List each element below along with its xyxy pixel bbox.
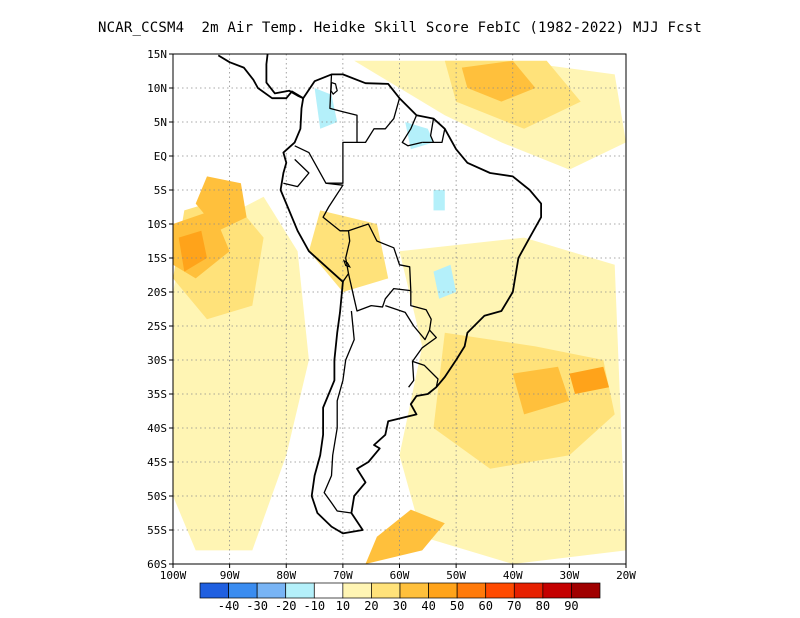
lat-tick-label: 25S [147, 320, 167, 333]
colorbar-label: 50 [450, 599, 464, 613]
lon-tick-label: 60W [390, 569, 410, 582]
country-border [348, 223, 412, 291]
colorbar-swatch [256, 582, 287, 599]
lat-tick-label: 40S [147, 422, 167, 435]
colorbar-swatch [428, 582, 458, 599]
skill-region [569, 366, 609, 394]
colorbar-label: 20 [364, 599, 378, 613]
colorbar-swatch [513, 582, 544, 599]
lon-tick-label: 20W [616, 569, 636, 582]
country-border [429, 118, 435, 143]
country-border [294, 74, 358, 184]
lat-tick-label: 35S [147, 388, 167, 401]
lat-tick-label: 45S [147, 456, 167, 469]
lon-tick-label: 90W [220, 569, 240, 582]
colorbar-label: -10 [303, 599, 325, 613]
lat-tick-label: 5S [154, 184, 167, 197]
skill-region [365, 509, 445, 564]
colorbar-swatch [456, 582, 487, 599]
lon-tick-label: 80W [276, 569, 296, 582]
lon-tick-label: 100W [160, 569, 187, 582]
chart-title: NCAR_CCSM4 2m Air Temp. Heidke Skill Sco… [97, 20, 702, 36]
lat-tick-label: 30S [147, 354, 167, 367]
colorbar-swatch [313, 582, 344, 599]
colorbar-label: 40 [421, 599, 435, 613]
colorbar-label: -20 [275, 599, 297, 613]
skill-region [195, 176, 247, 231]
colorbar: -40 -30 -20 -10 10 20 30 40 50 60 70 80 90 [199, 582, 601, 613]
coastlines-and-borders [217, 54, 542, 535]
country-border [283, 158, 310, 188]
colorbar-swatch [228, 582, 258, 599]
colorbar-label: 30 [393, 599, 407, 613]
colorbar-label: 10 [336, 599, 350, 613]
lat-tick-label: 60S [147, 558, 167, 571]
lat-tick-label: EQ [154, 150, 167, 163]
lat-tick-label: 15S [147, 252, 167, 265]
colorbar-swatch [285, 582, 315, 599]
colorbar-label: -40 [218, 599, 240, 613]
caribbean-coastline [265, 54, 304, 100]
lat-tick-label: 50S [147, 490, 167, 503]
country-border [422, 128, 446, 144]
lat-tick-label: 10N [147, 82, 167, 95]
lat-tick-label: 10S [147, 218, 167, 231]
lon-tick-label: 50W [446, 569, 466, 582]
lon-tick-label: 40W [503, 569, 523, 582]
country-border [323, 310, 355, 514]
country-border [347, 273, 411, 312]
lat-tick-label: 15N [147, 48, 167, 61]
country-border [401, 114, 423, 147]
lake-outline [342, 259, 351, 268]
country-border [408, 329, 437, 388]
colorbar-swatch [199, 582, 229, 599]
colorbar-swatch [371, 582, 401, 599]
lat-tick-label: 55S [147, 524, 167, 537]
colorbar-label: 70 [507, 599, 521, 613]
lat-tick-label: 20S [147, 286, 167, 299]
colorbar-swatch [342, 582, 372, 599]
negative-skill-region [433, 190, 445, 211]
colorbar-swatch [571, 582, 601, 599]
central-america-coastline [217, 54, 304, 100]
map-gridlines [173, 54, 626, 564]
skill-region [178, 230, 207, 272]
lat-tick-label: 5N [154, 116, 167, 129]
colorbar-swatch [399, 582, 429, 599]
lon-tick-label: 70W [333, 569, 353, 582]
lake-outline [330, 81, 338, 95]
colorbar-swatch [485, 582, 515, 599]
colorbar-label: 80 [536, 599, 550, 613]
negative-skill-region [433, 264, 457, 299]
skill-region [461, 60, 536, 102]
colorbar-label: 60 [478, 599, 492, 613]
country-border [357, 98, 401, 144]
negative-skill-region [314, 88, 338, 129]
lon-tick-label: 30W [559, 569, 579, 582]
skill-region [512, 366, 570, 415]
colorbar-swatch [542, 582, 572, 599]
country-border [412, 360, 439, 388]
colorbar-label: -30 [246, 599, 268, 613]
colorbar-label: 90 [564, 599, 578, 613]
skill-region [308, 210, 389, 292]
axis-ticks: 15N 10N 5N EQ 5S 10S 15S 20S 25S 30S 35S 40S 45S 50S 5… [147, 48, 636, 582]
south-america-coastline [279, 73, 542, 535]
